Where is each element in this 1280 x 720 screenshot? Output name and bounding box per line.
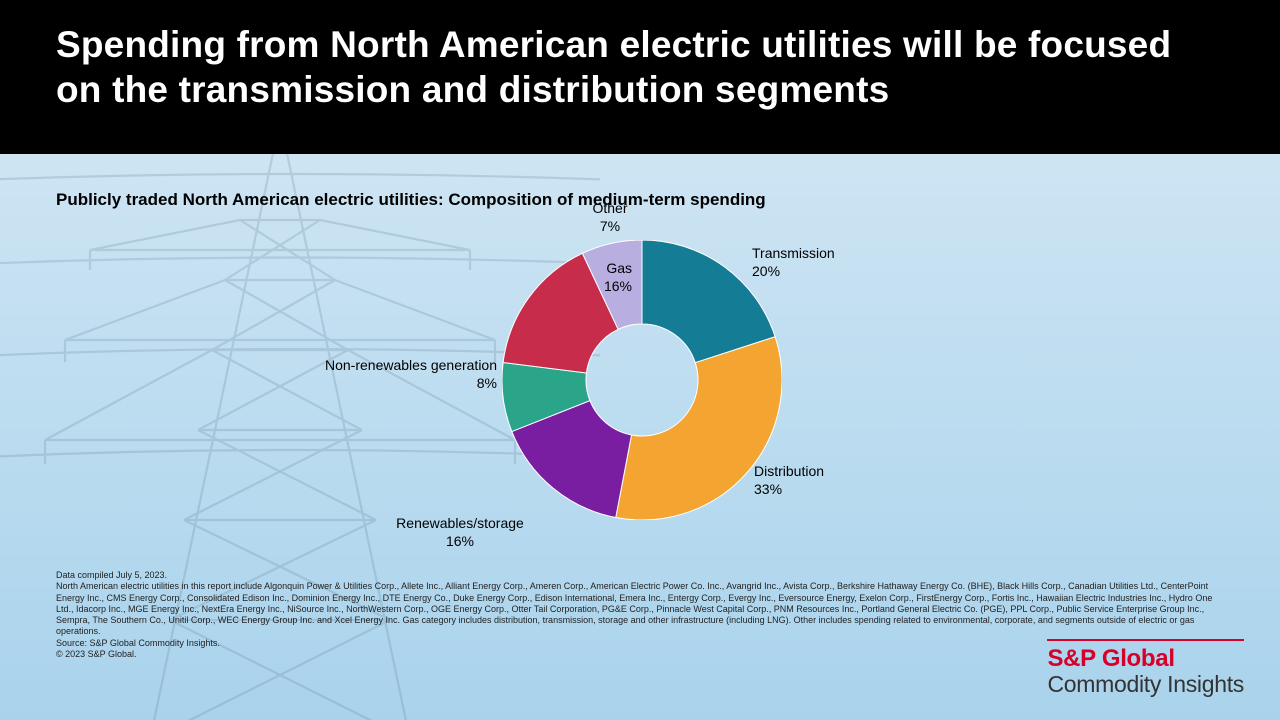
label-value: 7%	[600, 218, 620, 234]
label-non-renewables-generation: Non-renewables generation 8%	[307, 357, 497, 392]
label-other: Other 7%	[510, 200, 710, 235]
label-text: Gas	[606, 260, 632, 276]
label-transmission: Transmission 20%	[752, 245, 922, 280]
label-value: 20%	[752, 263, 780, 279]
header-bar: Spending from North American electric ut…	[0, 0, 1280, 154]
label-distribution: Distribution 33%	[754, 463, 924, 498]
label-renewables-storage: Renewables/storage 16%	[360, 515, 560, 550]
label-text: Transmission	[752, 245, 835, 261]
label-value: 8%	[477, 375, 497, 391]
page-title: Spending from North American electric ut…	[56, 22, 1224, 112]
label-text: Renewables/storage	[396, 515, 524, 531]
label-value: 16%	[446, 533, 474, 549]
label-value: 33%	[754, 481, 782, 497]
donut-chart: Transmission20%Distribution33%Renewables…	[432, 205, 852, 580]
label-value: 16%	[604, 278, 632, 294]
logo-line1: S&P Global	[1047, 645, 1244, 673]
label-gas: Gas 16%	[442, 260, 632, 295]
label-text: Non-renewables generation	[325, 357, 497, 373]
label-text: Other	[592, 200, 627, 216]
logo-line2: Commodity Insights	[1047, 671, 1244, 698]
logo-rule	[1047, 639, 1244, 641]
footnote-body: North American electric utilities in thi…	[56, 581, 1224, 637]
sp-global-logo: S&P Global Commodity Insights	[1047, 639, 1244, 698]
footnote-compiled: Data compiled July 5, 2023.	[56, 570, 1224, 581]
page-root: Spending from North American electric ut…	[0, 0, 1280, 720]
label-text: Distribution	[754, 463, 824, 479]
